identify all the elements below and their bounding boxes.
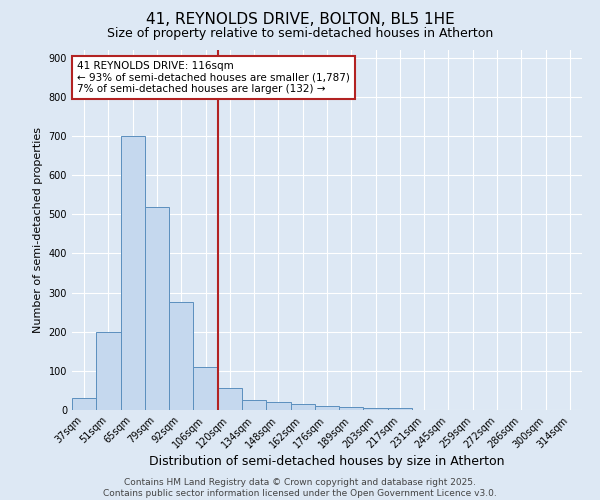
Bar [193,367,218,410]
Bar [96,332,121,410]
Y-axis label: Number of semi-detached properties: Number of semi-detached properties [33,127,43,333]
X-axis label: Distribution of semi-detached houses by size in Atherton: Distribution of semi-detached houses by … [149,456,505,468]
Text: 41 REYNOLDS DRIVE: 116sqm
← 93% of semi-detached houses are smaller (1,787)
7% o: 41 REYNOLDS DRIVE: 116sqm ← 93% of semi-… [77,61,350,94]
Bar [72,398,96,410]
Bar [364,408,388,410]
Bar [145,206,169,410]
Bar [218,388,242,410]
Text: Contains HM Land Registry data © Crown copyright and database right 2025.
Contai: Contains HM Land Registry data © Crown c… [103,478,497,498]
Bar [315,406,339,410]
Bar [242,400,266,410]
Bar [339,407,364,410]
Bar [266,402,290,410]
Text: 41, REYNOLDS DRIVE, BOLTON, BL5 1HE: 41, REYNOLDS DRIVE, BOLTON, BL5 1HE [146,12,454,28]
Bar [121,136,145,410]
Text: Size of property relative to semi-detached houses in Atherton: Size of property relative to semi-detach… [107,28,493,40]
Bar [169,302,193,410]
Bar [290,404,315,410]
Bar [388,408,412,410]
